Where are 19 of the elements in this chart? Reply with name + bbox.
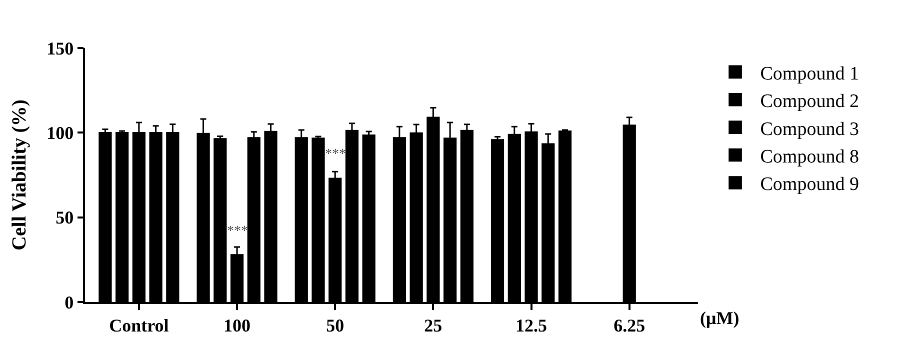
legend-label: Compound 2: [760, 91, 859, 112]
annotation: ***: [227, 224, 248, 239]
y-axis-title: Cell Viability (%): [8, 99, 31, 251]
x-axis-title: (μM): [700, 308, 740, 328]
x-tick-label: Control: [109, 315, 169, 336]
y-tick-label: 0: [64, 292, 74, 312]
x-tick-label: 6.25: [614, 315, 646, 336]
annotation: ***: [325, 147, 346, 162]
x-tick-label: 100: [224, 315, 251, 336]
y-tick-label: 50: [56, 208, 74, 228]
x-tick-label: 25: [424, 315, 442, 336]
x-tick-label: 50: [326, 315, 344, 336]
x-tick-label: 12.5: [516, 315, 548, 336]
y-tick-label: 150: [46, 38, 74, 58]
y-tick-label: 100: [46, 122, 74, 143]
legend-label: Compound 9: [760, 174, 859, 196]
legend-label: Compound 1: [760, 63, 859, 84]
legend-label: Compound 8: [760, 146, 859, 168]
legend-label: Compound 3: [760, 118, 859, 140]
